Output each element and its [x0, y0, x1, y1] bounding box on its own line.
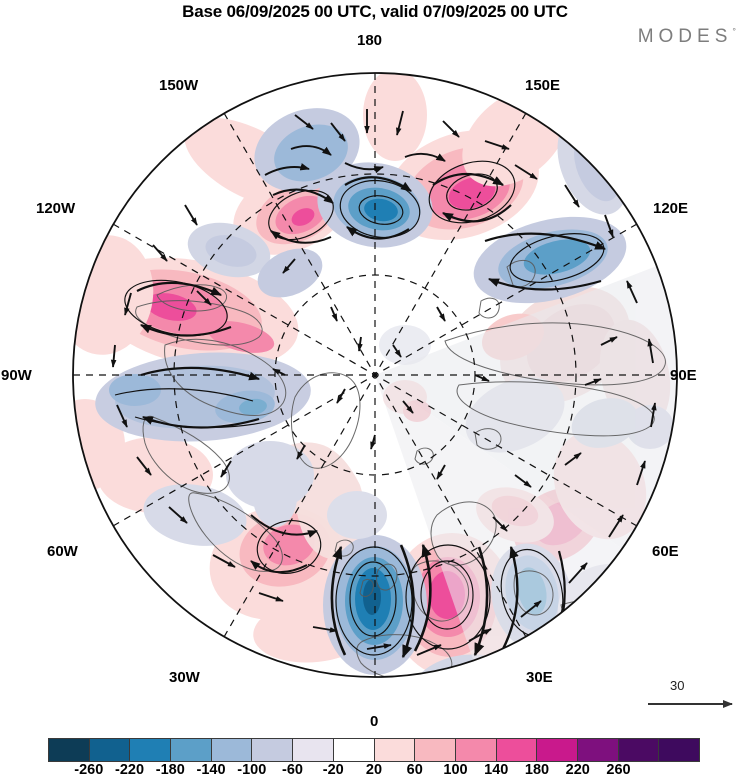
wind-vectors — [110, 109, 657, 659]
colorbar-tick--100: -100 — [237, 762, 267, 778]
colorbar-tick-220: 220 — [565, 762, 590, 778]
colorbar-tick--140: -140 — [196, 762, 226, 778]
colorbar-tick-labels: -260 -220 -180 -140 -100 -60 -20 20 60 100 140 180 2… — [48, 762, 700, 782]
lon-label-150E: 150E — [525, 77, 561, 94]
coastlines — [135, 260, 666, 677]
colorbar-tick--60: -60 — [282, 762, 303, 778]
lon-label-90W: 90W — [1, 367, 32, 384]
colorbar-swatch-8 — [374, 739, 416, 761]
lon-label-30E: 30E — [526, 669, 553, 686]
polar-map: 180 150E 120E 90E 60E 30E 0 30W 60W 90W … — [1, 32, 705, 730]
lon-label-60E: 60E — [652, 543, 679, 560]
colorbar-tick--20: -20 — [322, 762, 344, 778]
colorbar-tick--260: -260 — [74, 762, 104, 778]
logo-text: MODES — [637, 26, 733, 47]
colorbar-tick--220: -220 — [114, 762, 145, 778]
colorbar-swatch-9 — [415, 739, 456, 761]
colorbar-tick-180: 180 — [524, 762, 550, 778]
page-title: Base 06/09/2025 00 UTC, valid 07/09/2025… — [182, 2, 568, 21]
colorbar-swatch-10 — [455, 739, 497, 761]
background-wash — [375, 255, 677, 665]
wind-scale-label: 30 — [670, 678, 685, 693]
colorbar-swatch-6 — [293, 739, 334, 761]
colorbar-tick-20: 20 — [365, 762, 383, 778]
map-field — [73, 73, 677, 677]
modes-logo: MODES° — [638, 26, 736, 48]
colorbar-swatch-2 — [130, 739, 172, 761]
colorbar-swatch-4 — [211, 739, 253, 761]
lon-label-180: 180 — [357, 32, 383, 49]
colorbar-swatch-3 — [171, 739, 212, 761]
colorbar-swatch-15 — [659, 739, 699, 761]
colorbar-tick-100: 100 — [443, 762, 468, 778]
colorbar-swatch-12 — [537, 739, 578, 761]
colorbar-swatch-1 — [89, 739, 131, 761]
colorbar-swatch-0 — [49, 739, 90, 761]
lon-label-150W: 150W — [159, 77, 199, 94]
lon-label-120W: 120W — [36, 200, 76, 217]
colorbar-tick-140: 140 — [484, 762, 509, 778]
polar-map-canvas — [72, 72, 678, 678]
colorbar-tick-60: 60 — [406, 762, 423, 778]
wind-scale-key: 30 — [646, 678, 742, 718]
lon-label-90E: 90E — [670, 367, 697, 384]
lon-label-0: 0 — [370, 713, 379, 730]
contour-lines — [114, 160, 605, 656]
colorbar-swatch-13 — [577, 739, 619, 761]
colorbar-swatch-5 — [252, 739, 294, 761]
globe-outline — [72, 72, 678, 678]
lon-label-30W: 30W — [169, 669, 200, 686]
colorbar-swatch-14 — [618, 739, 660, 761]
lon-label-120E: 120E — [653, 200, 689, 217]
logo-registered-mark: ° — [732, 26, 736, 37]
lon-label-60W: 60W — [47, 543, 78, 560]
colorbar-tick--180: -180 — [155, 762, 185, 778]
colorbar-swatch-11 — [496, 739, 538, 761]
wind-scale-arrow — [648, 700, 733, 708]
colorbar — [48, 738, 700, 762]
colorbar-swatch-7 — [333, 739, 375, 761]
colorbar-tick-260: 260 — [606, 762, 631, 778]
